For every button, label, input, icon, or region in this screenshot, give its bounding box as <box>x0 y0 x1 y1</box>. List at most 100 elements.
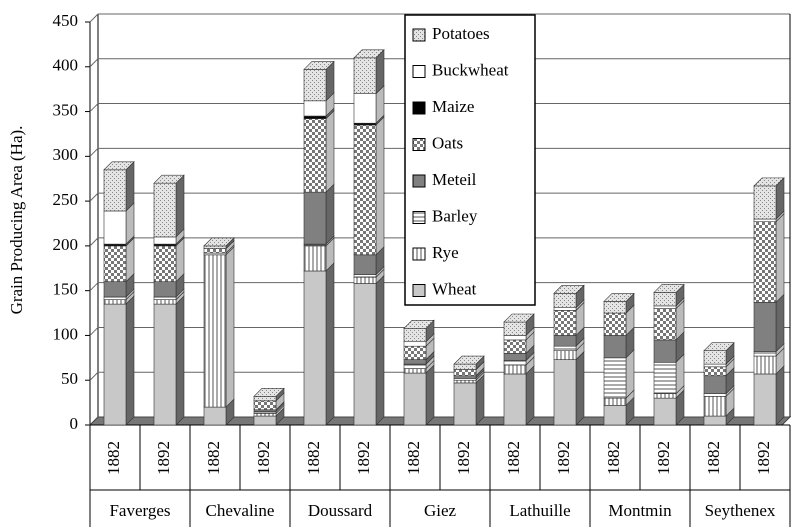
bar-segment <box>553 350 577 360</box>
bar-segment <box>503 373 527 426</box>
bar-segment <box>703 363 727 368</box>
legend-swatch <box>412 284 426 297</box>
y-tick-label: 350 <box>53 100 79 119</box>
bar-segment <box>203 406 227 426</box>
bar-side <box>325 109 335 193</box>
bar-top <box>203 237 235 247</box>
legend-label: Buckwheat <box>432 60 509 79</box>
legend-swatch <box>412 211 426 224</box>
bar-side <box>475 374 485 426</box>
bar-side <box>175 174 185 238</box>
legend-label: Maize <box>432 97 474 116</box>
y-tick-label: 400 <box>53 56 79 75</box>
bar-segment <box>403 345 427 360</box>
bar-segment <box>253 413 277 417</box>
legend-label: Barley <box>432 206 478 225</box>
bar-segment <box>303 69 327 102</box>
bar-top <box>653 284 685 293</box>
bar-side <box>325 262 335 426</box>
bar-side <box>775 293 785 353</box>
bar-segment <box>403 363 427 369</box>
group-label: Seythenex <box>705 501 776 520</box>
bar-segment <box>753 302 777 352</box>
bar-top <box>453 355 485 365</box>
bar-segment <box>553 359 577 426</box>
bar-segment <box>603 312 627 336</box>
bar-segment <box>203 245 227 249</box>
x-tick-label: 1892 <box>654 441 673 475</box>
grid-diag <box>89 237 99 247</box>
x-tick-label: 1882 <box>404 441 423 475</box>
bar-segment <box>553 310 577 336</box>
bar-side <box>125 161 135 212</box>
bar-segment <box>453 379 477 384</box>
bar-segment <box>103 303 127 426</box>
legend-label: Wheat <box>432 279 477 298</box>
bar-segment <box>653 305 677 309</box>
bar-segment <box>403 368 427 374</box>
bar-segment <box>103 169 127 212</box>
x-tick-label: 1882 <box>504 441 523 475</box>
bar-segment <box>703 415 727 426</box>
bar-segment <box>153 296 177 300</box>
bar-segment <box>553 307 577 311</box>
bar-segment <box>503 360 527 366</box>
bar-side <box>225 246 235 408</box>
grid-diag <box>89 192 99 202</box>
bar-segment <box>703 350 727 365</box>
bar-side <box>525 365 535 426</box>
bar-segment <box>303 115 327 120</box>
bar-segment <box>653 362 677 394</box>
legend-label: Rye <box>432 243 459 262</box>
x-tick-label: 1892 <box>254 441 273 475</box>
bar-top <box>553 285 585 294</box>
floor <box>88 416 792 426</box>
x-tick-label: 1892 <box>454 441 473 475</box>
bar-segment <box>653 393 677 399</box>
bar-segment <box>653 397 677 426</box>
bar-segment <box>703 396 727 417</box>
bar-segment <box>603 357 627 399</box>
legend-label: Potatoes <box>432 24 490 43</box>
bar-segment <box>203 254 227 408</box>
bar-segment <box>303 191 327 245</box>
group-label: Faverges <box>109 501 170 520</box>
bar-segment <box>503 339 527 354</box>
bar-side <box>175 295 185 426</box>
bar-segment <box>503 364 527 375</box>
y-tick-label: 300 <box>53 145 79 164</box>
bar-top <box>403 319 435 329</box>
bar-segment <box>203 248 227 254</box>
bar-side <box>425 364 435 426</box>
y-tick-label: 100 <box>53 324 79 343</box>
y-tick-label: 150 <box>53 280 79 299</box>
bar-top <box>703 342 735 351</box>
bar-segment <box>153 245 177 283</box>
bar-segment <box>703 393 727 397</box>
x-tick-label: 1892 <box>354 441 373 475</box>
bar-segment <box>703 375 727 394</box>
x-tick-label: 1892 <box>154 441 173 475</box>
bar-segment <box>603 301 627 314</box>
legend-swatch <box>412 138 426 151</box>
bar-segment <box>353 93 377 124</box>
bar-segment <box>303 270 327 426</box>
bar-segment <box>353 57 377 94</box>
bar-segment <box>353 124 377 256</box>
group-label: Chevaline <box>206 501 275 520</box>
bar-segment <box>453 369 477 377</box>
x-tick-label: 1892 <box>754 441 773 475</box>
bar-segment <box>103 299 127 305</box>
bar-segment <box>753 355 777 375</box>
grid-diag <box>89 282 99 292</box>
y-tick-label: 0 <box>70 414 79 433</box>
bar-segment <box>453 375 477 379</box>
bar-segment <box>503 335 527 341</box>
bar-side <box>775 212 785 304</box>
bar-segment <box>103 296 127 300</box>
bar-top <box>253 388 285 397</box>
bar-segment <box>253 400 277 411</box>
bar-segment <box>453 382 477 426</box>
bar-segment <box>653 339 677 363</box>
